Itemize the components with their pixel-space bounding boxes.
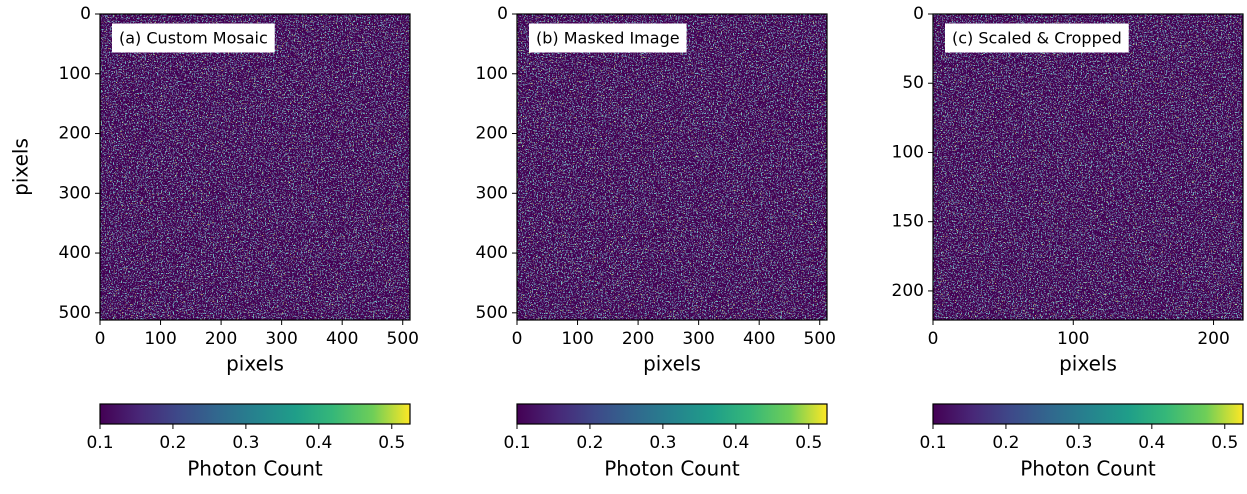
colorbar [516,403,828,425]
colorbar-tick-label: 0.3 [649,433,676,453]
x-tick-label: 400 [743,329,775,349]
colorbar-label: Photon Count [1020,457,1156,481]
y-tick-label: 0 [913,4,924,24]
colorbar-tick-label: 0.1 [919,433,946,453]
x-axis-label: pixels [226,352,284,376]
image-texture [933,14,1243,320]
x-tick-label: 0 [928,329,939,349]
x-tick-label: 300 [265,329,297,349]
colorbar-label: Photon Count [187,457,323,481]
x-tick-label: 300 [682,329,714,349]
x-tick-label: 100 [561,329,593,349]
colorbar-tick-label: 0.2 [159,433,186,453]
panel: 0 100 200 300 400 5000100200300400500pixelspi… [9,4,419,481]
x-tick-label: 500 [387,329,419,349]
colorbar-tick-label: 0.2 [576,433,603,453]
y-tick-label: 200 [476,124,508,144]
y-tick-label: 50 [902,73,924,93]
title-box [529,23,687,53]
colorbar-tick-label: 0.4 [305,433,332,453]
y-tick-label: 200 [892,281,924,301]
y-axis-label: pixels [9,138,33,196]
title-box [945,23,1129,53]
colorbar [932,403,1244,425]
colorbar-tick-label: 0.5 [378,433,405,453]
image-texture [100,14,410,320]
x-tick-label: 200 [205,329,237,349]
panel: 0 100 200 300 400 5000100200300400500pixels(b… [476,4,836,481]
colorbar-tick-label: 0.1 [503,433,530,453]
y-tick-label: 100 [59,64,91,84]
panel: 0 100 200 0 50 100 150 200 pixels (c) Scaled & Cr… [892,4,1244,481]
y-tick-label: 100 [476,64,508,84]
y-tick-label: 100 [892,142,924,162]
y-tick-label: 0 [497,4,508,24]
y-tick-label: 500 [476,303,508,323]
y-tick-label: 0 [80,4,91,24]
x-tick-label: 100 [1057,329,1089,349]
colorbar-tick-label: 0.5 [795,433,822,453]
axes-frame [516,13,828,321]
x-tick-label: 400 [326,329,358,349]
x-axis-label: pixels [1059,352,1117,376]
x-tick-label: 200 [1197,329,1229,349]
y-tick-label: 150 [892,212,924,232]
panel-title: (a) Custom Mosaic [119,29,268,48]
y-tick-label: 400 [59,243,91,263]
colorbar-tick-label: 0.3 [1065,433,1092,453]
colorbar-tick-label: 0.4 [722,433,749,453]
colorbar [99,403,411,425]
x-tick-label: 200 [622,329,654,349]
y-tick-label: 300 [476,183,508,203]
x-axis-label: pixels [643,352,701,376]
panel-title: (b) Masked Image [536,29,680,48]
y-tick-label: 300 [59,183,91,203]
y-tick-label: 500 [59,303,91,323]
panel-title: (c) Scaled & Cropped [952,29,1122,48]
y-tick-label: 400 [476,243,508,263]
axes-frame [932,13,1244,321]
colorbar-tick-label: 0.3 [232,433,259,453]
x-tick-label: 100 [144,329,176,349]
x-tick-label: 0 [95,329,106,349]
x-tick-label: 500 [804,329,836,349]
colorbar-tick-label: 0.2 [992,433,1019,453]
colorbar-tick-label: 0.5 [1211,433,1238,453]
x-tick-label: 0 [512,329,523,349]
axes-frame [99,13,411,321]
title-box [112,23,275,53]
colorbar-tick-label: 0.1 [86,433,113,453]
colorbar-label: Photon Count [604,457,740,481]
y-tick-label: 200 [59,124,91,144]
image-texture [517,14,827,320]
colorbar-tick-label: 0.4 [1138,433,1165,453]
